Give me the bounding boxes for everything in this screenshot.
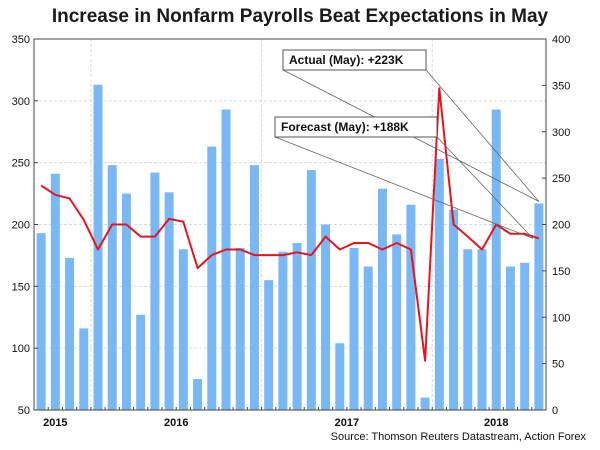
y-right-tick-label: 300 [552, 127, 570, 139]
bar [264, 280, 274, 410]
bar [292, 243, 302, 410]
y-left-tick-label: 50 [18, 405, 30, 417]
annotation-leader [436, 136, 534, 239]
annotation-box [282, 49, 427, 71]
bar [363, 266, 373, 410]
bar [377, 188, 387, 410]
bar [207, 146, 217, 410]
bar [306, 170, 316, 410]
bar [335, 343, 345, 410]
bar [136, 314, 146, 410]
y-right-tick-label: 100 [552, 312, 570, 324]
bar [121, 193, 131, 410]
line-series [40, 87, 540, 362]
y-left-tick-label: 200 [12, 220, 30, 232]
y-left-tick-label: 350 [12, 34, 30, 46]
y-left-tick-label: 250 [12, 158, 30, 170]
bar [520, 262, 530, 410]
bar [349, 247, 359, 410]
annotation-label: Forecast (May): +188K [281, 120, 409, 134]
bar [193, 379, 203, 410]
y-right-tick-label: 150 [552, 266, 570, 278]
annotation-box [274, 116, 438, 138]
y-right-tick-label: 250 [552, 173, 570, 185]
y-left-tick-label: 100 [12, 343, 30, 355]
bar [235, 247, 245, 410]
bar [150, 172, 160, 410]
bar [36, 233, 46, 410]
source-note: Source: Thomson Reuters Datastream, Acti… [330, 431, 586, 443]
bar [491, 109, 501, 411]
bar [534, 203, 544, 410]
y-left-tick-label: 300 [12, 96, 30, 108]
y-right-tick-label: 0 [552, 405, 558, 417]
annotation-leader [274, 136, 534, 239]
bar [434, 158, 444, 410]
bar [392, 234, 402, 410]
bar [505, 266, 515, 410]
bar [249, 165, 259, 410]
chart-title: Increase in Nonfarm Payrolls Beat Expect… [51, 6, 549, 27]
bar [449, 209, 459, 410]
y-left-tick-label: 150 [12, 281, 30, 293]
bar [463, 249, 473, 410]
annotation-leader [425, 69, 540, 202]
annotation-label: Actual (May): +223K [289, 53, 404, 67]
bar [278, 251, 288, 410]
y-right-tick-label: 200 [552, 220, 570, 232]
bar [164, 192, 174, 410]
bar [221, 109, 231, 411]
y-right-tick-label: 400 [552, 34, 570, 46]
bar [477, 249, 487, 410]
bar [178, 249, 188, 410]
bar [321, 224, 331, 410]
bar [420, 397, 430, 410]
x-tick-label: 2018 [484, 417, 508, 429]
bar [406, 204, 416, 410]
x-tick-label: 2015 [43, 417, 67, 429]
bar [65, 257, 75, 410]
y-right-tick-label: 350 [552, 80, 570, 92]
y-right-tick-label: 50 [552, 359, 564, 371]
x-tick-label: 2017 [335, 417, 359, 429]
bar [50, 173, 60, 410]
bar [107, 165, 117, 410]
bar [79, 328, 89, 410]
x-tick-label: 2016 [164, 417, 188, 429]
